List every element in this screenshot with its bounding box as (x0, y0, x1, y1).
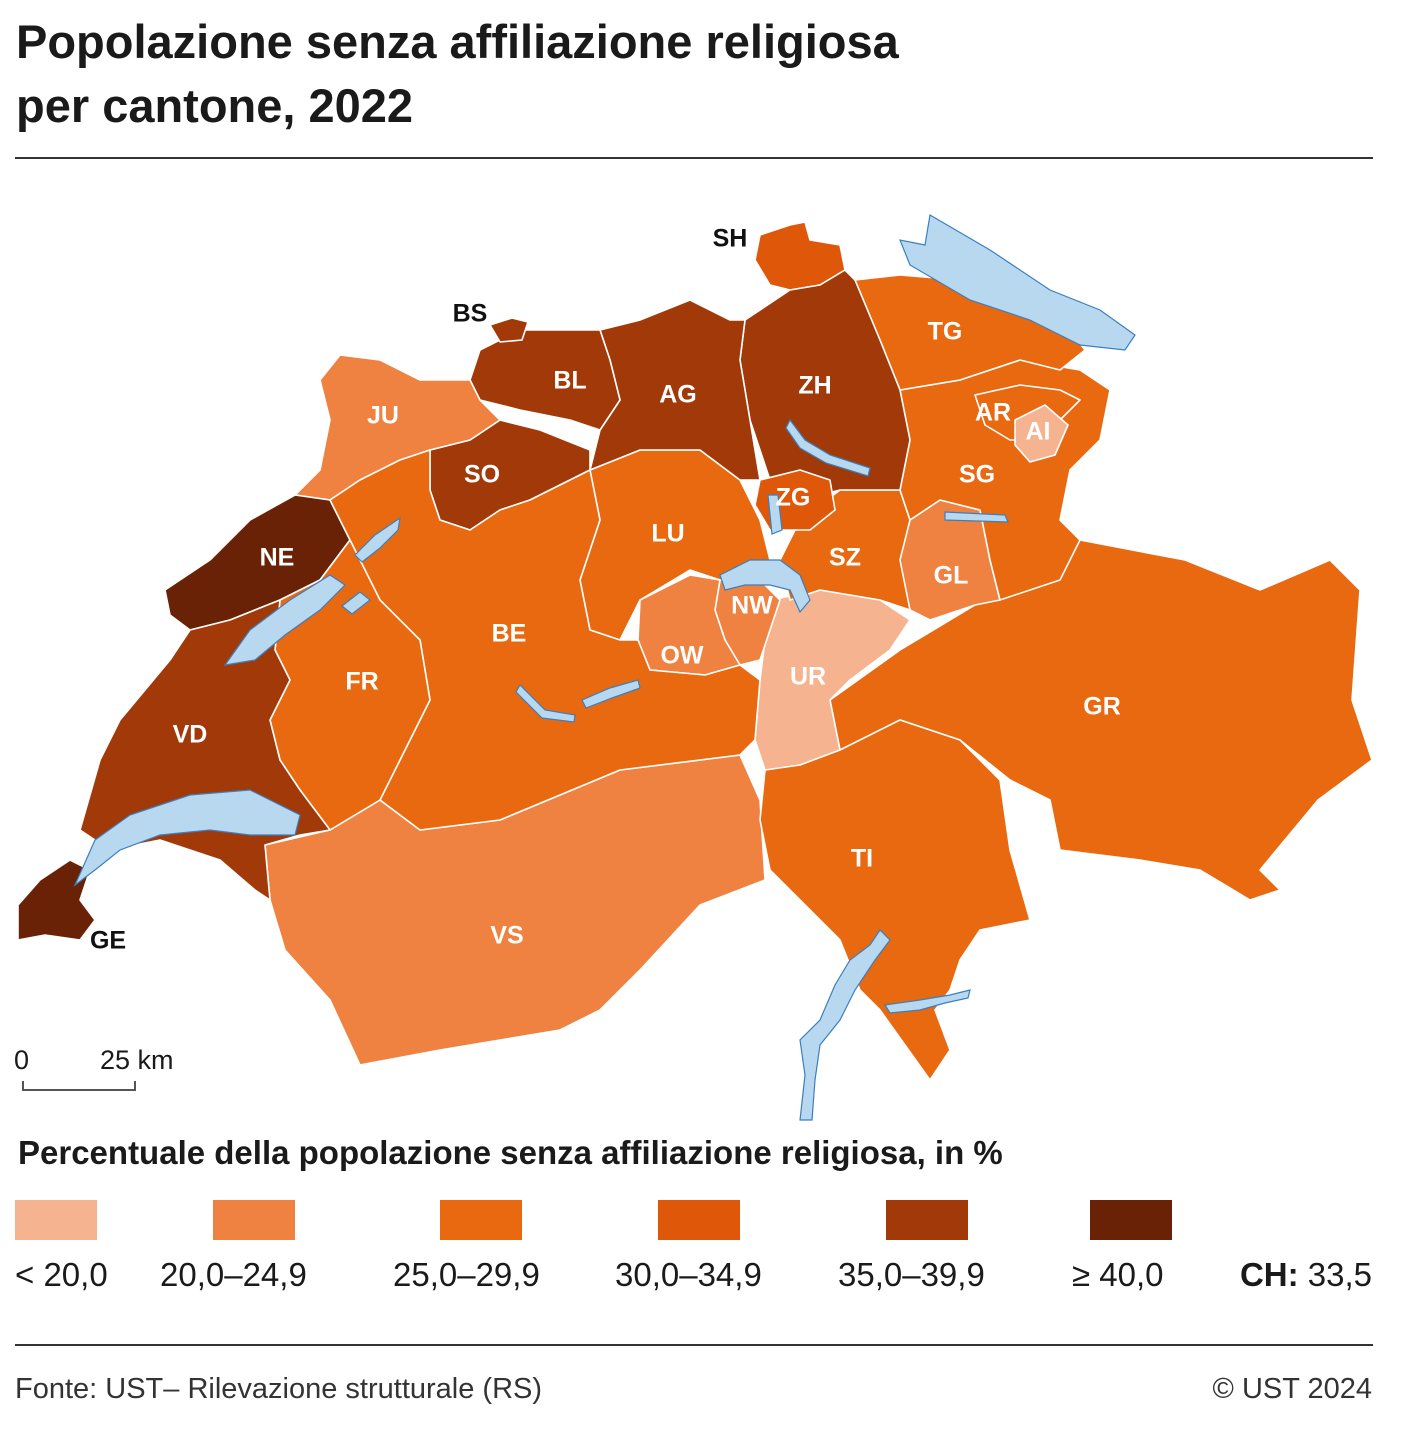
source-note: Fonte: UST– Rilevazione strutturale (RS) (15, 1373, 543, 1405)
legend-label-6: ≥ 40,0 (1072, 1256, 1164, 1293)
legend-label-4: 30,0–34,9 (615, 1256, 762, 1293)
lake-thun (515, 684, 576, 723)
lake-brienz (581, 679, 641, 709)
lake-zurich (785, 418, 871, 477)
canton-label-zg: ZG (776, 484, 811, 512)
canton-label-ur: UR (790, 663, 826, 691)
scale-end-label: 25 km (100, 1045, 174, 1075)
scale-start-label: 0 (14, 1045, 30, 1075)
canton-ti[interactable] (759, 719, 1031, 1081)
copyright-note: © UST 2024 (1212, 1373, 1372, 1405)
canton-label-ju: JU (367, 402, 399, 430)
canton-label-ti: TI (851, 845, 873, 873)
canton-bs[interactable] (489, 317, 529, 343)
legend-label-3: 25,0–29,9 (393, 1256, 540, 1293)
legend-label-5: 35,0–39,9 (838, 1256, 985, 1293)
canton-label-sz: SZ (829, 544, 861, 572)
canton-label-sh: SH (713, 225, 748, 253)
legend-swatch-5 (886, 1200, 968, 1240)
national-average-label: CH: (1239, 1256, 1299, 1293)
legend-swatch-4 (658, 1200, 740, 1240)
legend-swatch-6 (1090, 1200, 1172, 1240)
switzerland-canton-map: GE NE VD BS BL SO AG ZH SH TG AR AI SG JU FR BE LU ZG SZ GL… (17, 214, 1373, 1121)
footer-divider (15, 1344, 1373, 1346)
scale-bar: 0 25 km (14, 1045, 214, 1095)
lake-lucerne (719, 559, 811, 614)
canton-label-so: SO (464, 461, 500, 489)
canton-label-vs: VS (490, 922, 523, 950)
canton-label-ow: OW (660, 642, 703, 670)
canton-label-ai: AI (1026, 418, 1051, 446)
lake-lugano (884, 989, 971, 1014)
lake-biel (354, 516, 401, 563)
canton-label-ne: NE (260, 544, 295, 572)
lake-constance (899, 214, 1136, 351)
canton-label-lu: LU (651, 520, 684, 548)
canton-label-gl: GL (934, 562, 969, 590)
canton-label-fr: FR (345, 668, 378, 696)
legend-label-1: < 20,0 (15, 1256, 108, 1293)
scale-bar-line (22, 1081, 136, 1091)
canton-zh[interactable] (739, 269, 911, 501)
lake-murten (341, 591, 371, 615)
canton-label-zh: ZH (798, 372, 831, 400)
national-average: CH: 33,5 (1240, 1256, 1372, 1294)
canton-label-ge: GE (90, 927, 126, 955)
canton-label-vd: VD (173, 721, 208, 749)
national-average-value: 33,5 (1307, 1256, 1372, 1293)
lake-geneva (73, 789, 301, 887)
legend-swatch-1 (15, 1200, 97, 1240)
canton-label-gr: GR (1083, 693, 1121, 721)
canton-label-be: BE (492, 620, 527, 648)
canton-label-nw: NW (731, 592, 773, 620)
canton-label-sg: SG (959, 461, 995, 489)
canton-label-bl: BL (553, 367, 586, 395)
legend-swatch-3 (440, 1200, 522, 1240)
lake-walen (944, 511, 1009, 523)
canton-ai[interactable] (1014, 404, 1069, 463)
canton-label-ar: AR (975, 399, 1011, 427)
canton-label-tg: TG (928, 318, 963, 346)
title-line-2: per cantone, 2022 (16, 79, 414, 132)
title-divider (15, 157, 1373, 159)
lake-zug (767, 494, 783, 535)
map-title: Popolazione senza affiliazione religiosa… (16, 10, 1116, 138)
lake-maggiore (799, 929, 891, 1121)
title-line-1: Popolazione senza affiliazione religiosa (16, 15, 899, 68)
canton-label-bs: BS (453, 300, 488, 328)
lake-neuchatel (223, 574, 346, 666)
legend-swatch-2 (213, 1200, 295, 1240)
canton-ge[interactable] (17, 859, 96, 941)
legend-label-2: 20,0–24,9 (160, 1256, 307, 1293)
legend-title: Percentuale della popolazione senza affi… (18, 1134, 1003, 1171)
canton-label-ag: AG (659, 381, 697, 409)
